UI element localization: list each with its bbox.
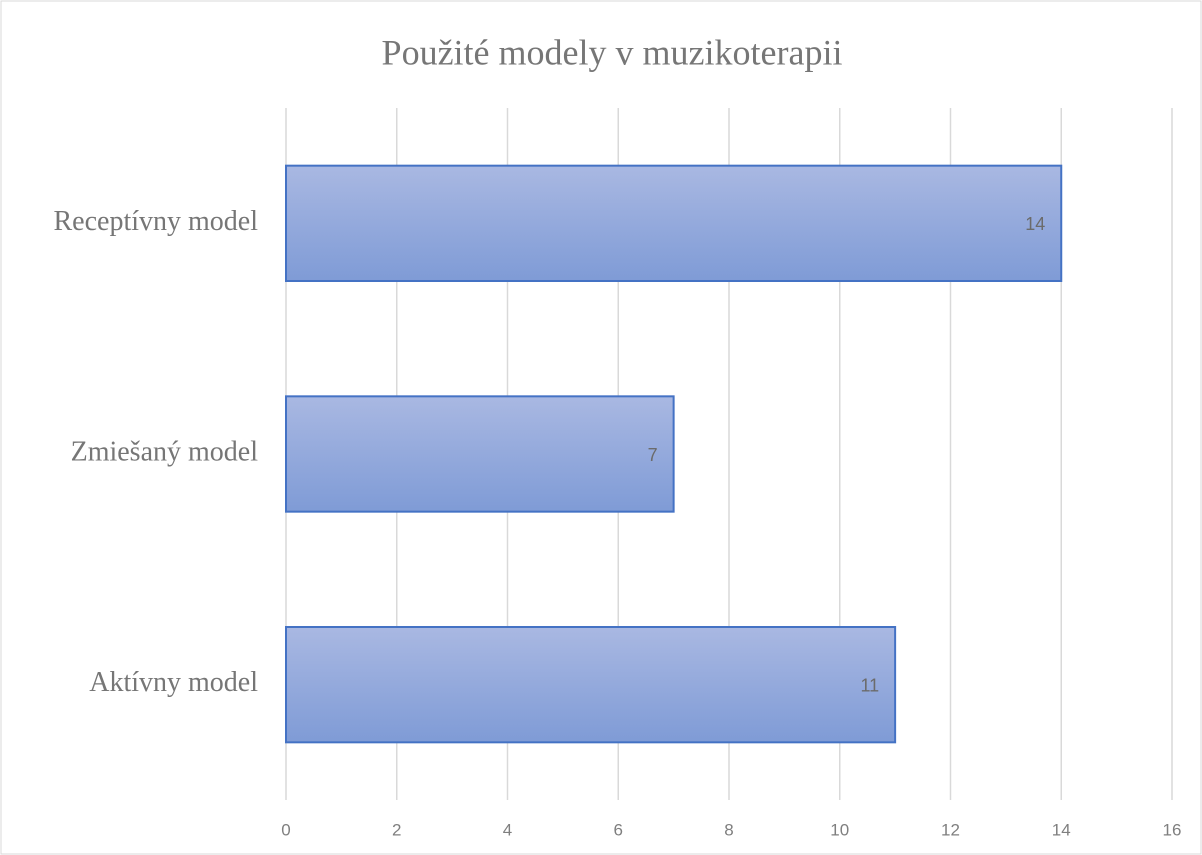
x-tick-label: 16 bbox=[1163, 820, 1182, 839]
x-tick-label: 10 bbox=[830, 820, 849, 839]
x-tick-label: 4 bbox=[503, 820, 512, 839]
data-label: 7 bbox=[648, 445, 658, 465]
y-tick-label: Aktívny model bbox=[89, 667, 258, 698]
y-tick-label: Receptívny model bbox=[53, 206, 258, 237]
chart-title: Použité modely v muzikoterapii bbox=[382, 32, 843, 72]
x-tick-label: 14 bbox=[1052, 820, 1071, 839]
bar bbox=[285, 626, 897, 744]
bar bbox=[285, 164, 1063, 283]
data-label: 14 bbox=[1025, 214, 1045, 234]
x-tick-label: 8 bbox=[724, 820, 733, 839]
y-tick-label: Zmiešaný model bbox=[71, 436, 259, 467]
x-tick-label: 0 bbox=[281, 820, 290, 839]
x-tick-label: 6 bbox=[614, 820, 623, 839]
x-tick-label: 12 bbox=[941, 820, 960, 839]
x-tick-label: 2 bbox=[392, 820, 401, 839]
bar bbox=[285, 395, 675, 513]
data-label: 11 bbox=[860, 675, 879, 695]
